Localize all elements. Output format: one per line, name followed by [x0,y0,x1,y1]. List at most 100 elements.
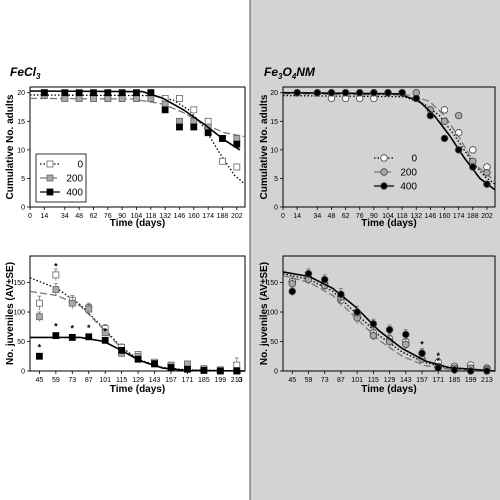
data-point [293,89,301,97]
y-tick-label: 150 [13,280,25,287]
y-tick-label: 100 [266,310,278,317]
data-point [418,349,426,358]
x-tick-label: 76 [356,213,364,220]
data-point [327,89,336,97]
x-tick-label: 48 [328,213,336,220]
x-tick-label: 101 [351,377,363,384]
significance-star: * [54,322,58,332]
significance-star: * [103,326,107,336]
x-tick-label: 87 [85,377,93,384]
data-point [161,100,169,108]
x-tick-label: 101 [99,377,111,384]
x-tick-label: 185 [449,377,461,384]
x-tick-label: 90 [370,213,378,220]
x-tick-label: 45 [36,377,44,384]
x-tick-label: 0 [238,377,242,384]
data-point [454,146,463,154]
x-tick-label: 171 [182,377,194,384]
data-point [402,340,410,349]
x-tick-label: 129 [132,377,144,384]
data-point [85,333,93,341]
data-point [204,117,212,125]
data-point [134,355,142,363]
title-subscript: 3 [278,72,283,81]
data-point [233,367,241,375]
x-tick-label: 160 [188,213,200,220]
legend: 0 200 400 [35,153,87,203]
fit-curve-200 [29,97,246,138]
y-tick-label: 0 [274,205,278,212]
x-tick-label: 14 [293,213,301,220]
chart-title: Fe3O4NM [264,65,316,81]
y-tick-label: 50 [270,339,278,346]
fit-curve-400 [30,336,246,372]
y-axis-label: Cumulative No. adults [5,94,16,199]
fit-curve-400 [282,271,496,372]
x-tick-label: 73 [68,377,76,384]
x-tick-label: 59 [305,377,313,384]
data-point [200,367,208,374]
x-tick-label: 62 [342,213,350,220]
data-point [219,135,226,142]
data-point [313,89,322,97]
legend-label-0: 0 [77,160,83,171]
x-tick-label: 188 [217,213,229,220]
x-tick-label: 199 [465,377,477,384]
data-point [52,286,60,294]
significance-star: * [87,323,91,333]
data-point [454,111,463,120]
x-tick-label: 129 [384,377,396,384]
title-part: NM [296,65,316,79]
data-point [233,163,241,171]
data-point [90,89,97,97]
x-tick-label: 146 [425,213,437,220]
data-point [101,336,109,344]
data-point [118,346,126,354]
significance-star: * [420,339,424,349]
x-tick-label: 199 [214,377,226,384]
data-point [384,89,392,97]
x-tick-label: 143 [149,377,161,384]
data-point [216,367,224,375]
data-point [353,308,361,316]
title-subscript: 4 [291,72,297,81]
x-tick-label: 188 [467,213,479,220]
legend-marker-0 [380,154,388,162]
significance-star: * [436,351,440,361]
x-tick-label: 213 [231,377,243,384]
legend-marker-0 [46,160,54,168]
y-tick-label: 5 [21,176,25,183]
data-point [337,290,345,299]
x-tick-label: 202 [481,213,493,220]
significance-star: * [436,356,440,366]
data-point [398,89,406,97]
fit-curve-0 [282,273,496,372]
legend-marker-200 [46,174,54,182]
y-tick-label: 20 [17,90,25,97]
data-point [40,89,48,97]
legend-label-0: 0 [411,154,417,165]
data-point [440,117,449,125]
legend-label-400: 400 [66,188,83,199]
data-point [35,299,43,307]
data-point [167,364,175,371]
data-point [190,106,198,114]
x-tick-label: 0 [281,213,285,220]
left-panel-background [0,0,250,500]
x-tick-label: 146 [174,213,186,220]
data-point [426,111,435,120]
x-tick-label: 143 [400,377,412,384]
series-400 [30,332,246,375]
x-tick-label: 157 [416,377,428,384]
series-400 [282,268,496,375]
significance-star: * [38,342,42,352]
data-point [147,95,155,102]
data-point [90,95,97,102]
data-point [52,271,60,279]
legend-label-400: 400 [400,182,417,193]
x-axis-label: Time (days) [110,384,165,395]
y-tick-label: 0 [21,369,25,376]
x-tick-label: 174 [202,213,214,220]
